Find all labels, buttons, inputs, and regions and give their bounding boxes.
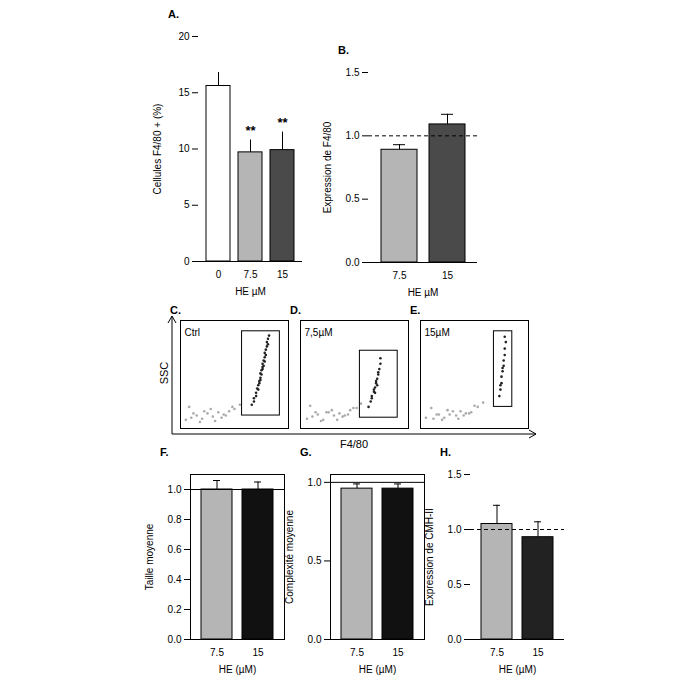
svg-text:1.5: 1.5 bbox=[346, 67, 360, 78]
svg-text:0.2: 0.2 bbox=[168, 604, 182, 615]
html-text:B.: B. bbox=[338, 44, 349, 56]
svg-text:HE µM: HE µM bbox=[235, 286, 266, 297]
svg-text:15µM: 15µM bbox=[425, 327, 450, 338]
svg-text:Expression de F4/80: Expression de F4/80 bbox=[322, 121, 333, 213]
svg-text:HE (µM): HE (µM) bbox=[219, 664, 256, 675]
svg-text:1.0: 1.0 bbox=[168, 484, 182, 495]
svg-text:5: 5 bbox=[184, 199, 190, 210]
html-text:F4/80: F4/80 bbox=[339, 438, 369, 450]
svg-text:7.5: 7.5 bbox=[490, 647, 504, 658]
svg-text:7.5: 7.5 bbox=[210, 647, 224, 658]
svg-text:Cellules F4/80 + (%): Cellules F4/80 + (%) bbox=[152, 104, 163, 195]
svg-text:0.5: 0.5 bbox=[346, 193, 360, 204]
svg-text:Complexité moyenne: Complexité moyenne bbox=[284, 510, 295, 604]
svg-text:1.0: 1.0 bbox=[448, 524, 462, 535]
svg-text:7,5µM: 7,5µM bbox=[305, 327, 333, 338]
svg-text:7.5: 7.5 bbox=[244, 269, 258, 280]
svg-text:**: ** bbox=[245, 123, 256, 138]
svg-text:**: ** bbox=[277, 115, 288, 130]
html-text:A.: A. bbox=[168, 8, 179, 20]
svg-text:Expression de CMH-II: Expression de CMH-II bbox=[424, 508, 435, 606]
svg-text:Taille moyenne: Taille moyenne bbox=[144, 523, 155, 590]
svg-text:0: 0 bbox=[216, 269, 222, 280]
svg-text:15: 15 bbox=[178, 87, 190, 98]
svg-text:HE µM: HE µM bbox=[408, 287, 439, 298]
svg-text:15: 15 bbox=[532, 647, 544, 658]
html-text:SSC: SSC bbox=[158, 361, 170, 385]
svg-text:0: 0 bbox=[184, 256, 190, 267]
html-text:G.: G. bbox=[300, 446, 312, 458]
svg-text:7.5: 7.5 bbox=[350, 647, 364, 658]
svg-text:0.4: 0.4 bbox=[168, 574, 182, 585]
svg-text:0.0: 0.0 bbox=[168, 634, 182, 645]
svg-text:HE (µM): HE (µM) bbox=[359, 664, 396, 675]
svg-text:0.0: 0.0 bbox=[448, 634, 462, 645]
svg-text:0.5: 0.5 bbox=[448, 579, 462, 590]
svg-text:10: 10 bbox=[178, 143, 190, 154]
html-text:H.: H. bbox=[440, 446, 451, 458]
svg-text:HE (µM): HE (µM) bbox=[499, 664, 536, 675]
html-text:C.: C. bbox=[170, 304, 181, 316]
html-text:E.: E. bbox=[410, 304, 421, 316]
svg-text:1.0: 1.0 bbox=[346, 130, 360, 141]
svg-text:15: 15 bbox=[442, 270, 454, 281]
html-text:D.: D. bbox=[290, 304, 301, 316]
html-text:F.: F. bbox=[160, 446, 169, 458]
svg-text:0.8: 0.8 bbox=[168, 514, 182, 525]
svg-text:0.0: 0.0 bbox=[308, 634, 322, 645]
svg-text:15: 15 bbox=[277, 269, 289, 280]
svg-text:0.5: 0.5 bbox=[308, 555, 322, 566]
svg-text:7.5: 7.5 bbox=[393, 270, 407, 281]
svg-text:20: 20 bbox=[178, 31, 190, 42]
svg-text:1.5: 1.5 bbox=[448, 469, 462, 480]
svg-text:0.0: 0.0 bbox=[346, 257, 360, 268]
svg-text:Ctrl: Ctrl bbox=[185, 327, 201, 338]
svg-text:15: 15 bbox=[252, 647, 264, 658]
svg-text:1.0: 1.0 bbox=[308, 477, 322, 488]
svg-text:15: 15 bbox=[392, 647, 404, 658]
svg-text:0.6: 0.6 bbox=[168, 544, 182, 555]
